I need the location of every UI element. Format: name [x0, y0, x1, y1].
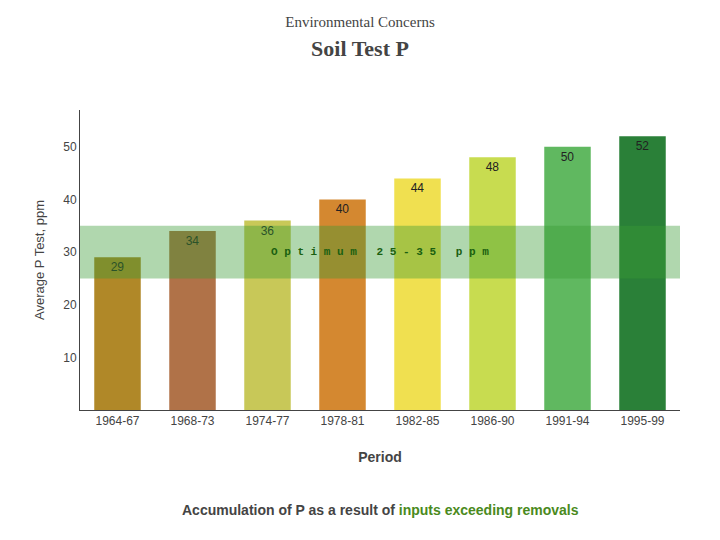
- svg-text:O p t i m u m 2 5 - 3 5 p: O p t i m u m 2 5 - 3 5 p p m: [271, 246, 489, 258]
- svg-text:1974-77: 1974-77: [245, 414, 289, 428]
- svg-text:50: 50: [561, 150, 575, 164]
- svg-text:Average P Test, ppm: Average P Test, ppm: [32, 200, 47, 320]
- svg-text:36: 36: [261, 224, 275, 238]
- svg-text:40: 40: [336, 202, 350, 216]
- svg-text:1982-85: 1982-85: [395, 414, 439, 428]
- svg-text:1968-73: 1968-73: [170, 414, 214, 428]
- svg-text:10: 10: [63, 351, 77, 365]
- svg-text:1964-67: 1964-67: [95, 414, 139, 428]
- svg-text:29: 29: [111, 260, 125, 274]
- svg-text:40: 40: [63, 193, 77, 207]
- svg-text:Environmental ConcernsSoil Tes: Environmental ConcernsSoil Test P: [285, 14, 435, 61]
- svg-text:Period: Period: [358, 449, 402, 465]
- svg-text:50: 50: [63, 140, 77, 154]
- svg-text:30: 30: [63, 245, 77, 259]
- svg-text:20: 20: [63, 298, 77, 312]
- svg-text:1978-81: 1978-81: [320, 414, 364, 428]
- svg-text:52: 52: [636, 139, 650, 153]
- svg-text:34: 34: [186, 234, 200, 248]
- svg-text:Accumulation of P as a result: Accumulation of P as a result of inputs …: [182, 502, 579, 518]
- svg-text:48: 48: [486, 160, 500, 174]
- svg-text:44: 44: [411, 181, 425, 195]
- svg-text:1986-90: 1986-90: [470, 414, 514, 428]
- svg-text:1991-94: 1991-94: [545, 414, 589, 428]
- svg-text:1995-99: 1995-99: [620, 414, 664, 428]
